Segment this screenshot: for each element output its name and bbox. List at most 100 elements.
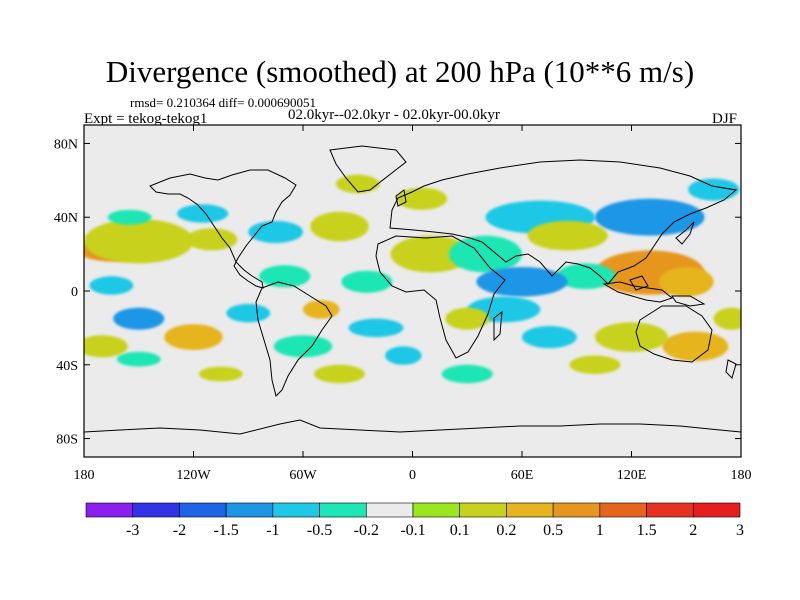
field-patch	[335, 174, 380, 194]
coastline-antarctica	[84, 419, 741, 435]
coastline-new-guinea	[671, 295, 706, 307]
field-patch	[310, 211, 369, 242]
field-patch	[713, 307, 741, 330]
field-patch	[658, 267, 714, 297]
colorbar-label: 0.1	[450, 522, 470, 539]
rmsd-diff-stats: rmsd= 0.210364 diff= 0.000690051	[130, 95, 316, 110]
colorbar-swatch	[599, 502, 647, 518]
field-patch	[186, 228, 238, 251]
field-patch	[198, 366, 243, 382]
experiment-label: Expt = tekog-tekog1	[84, 111, 208, 127]
field-patch	[527, 220, 608, 251]
colorbar-label: -3	[126, 522, 139, 539]
colorbar-label: 1	[596, 522, 604, 539]
field-patch	[556, 263, 616, 290]
colorbar-label: 0.5	[543, 522, 563, 539]
coastline-uk	[395, 189, 407, 207]
colorbar-label: -2	[173, 522, 186, 539]
lat-tick-label: 40S	[56, 359, 78, 374]
colorbar-swatch	[459, 502, 507, 518]
field-patch	[476, 267, 568, 297]
coastline-eurasia	[389, 159, 738, 285]
colorbar-label: -0.5	[307, 522, 332, 539]
colorbar-swatch	[552, 502, 601, 518]
coastline-south-america	[255, 281, 333, 397]
field-patch	[273, 335, 333, 358]
field-patch	[177, 204, 229, 223]
lon-tick-label: 60W	[289, 468, 317, 483]
colorbar-label: -0.1	[400, 522, 425, 539]
colorbar-label: 3	[736, 522, 744, 539]
coastline-new-zealand	[725, 359, 737, 379]
colorbar-swatch	[179, 502, 227, 518]
colorbar-swatch	[692, 502, 741, 518]
field-patch	[441, 364, 493, 384]
lon-tick-label: 0	[409, 468, 416, 483]
coastline-indonesia	[602, 281, 674, 303]
colorbar-swatch	[132, 502, 180, 518]
colorbar-label: 0.2	[496, 522, 516, 539]
coastline-borneo	[629, 275, 649, 291]
colorbar-label: -1	[266, 522, 279, 539]
colorbar-label: 2	[689, 522, 697, 539]
divergence-field	[84, 174, 741, 384]
lat-tick-label: 0	[71, 285, 78, 300]
coastline-madagascar	[493, 310, 503, 342]
colorbar-swatch	[412, 502, 461, 518]
field-patch	[226, 303, 271, 323]
field-patch	[107, 209, 152, 225]
latitude-axis: 80N 40N 0 40S 80S	[54, 137, 741, 448]
field-patch	[385, 346, 422, 365]
field-patch	[89, 276, 134, 295]
colorbar-label: -0.2	[354, 522, 379, 539]
field-patch	[313, 364, 366, 384]
colorbar-swatch	[225, 502, 274, 518]
field-patch	[522, 326, 577, 349]
field-patch	[595, 198, 705, 236]
coastline-africa	[375, 235, 506, 359]
lat-tick-label: 80S	[56, 433, 78, 448]
lon-tick-label: 180	[74, 468, 95, 483]
coastline-australia	[635, 305, 713, 363]
coastline-greenland	[329, 145, 407, 193]
lat-tick-label: 80N	[54, 137, 78, 152]
colorbar-label: 1.5	[637, 522, 657, 539]
colorbar-swatch	[272, 502, 320, 518]
period-label: 02.0kyr--02.0kyr - 02.0kyr-00.0kyr	[288, 107, 500, 123]
field-patch	[445, 307, 490, 330]
field-patch	[113, 307, 165, 330]
field-patch	[84, 335, 128, 358]
colorbar-swatch	[646, 502, 694, 518]
colorbar-swatch	[365, 502, 414, 518]
lon-tick-label: 120E	[617, 468, 647, 483]
longitude-axis: 180 120W 60W 0 60E 120E 180	[74, 125, 752, 483]
field-patch	[259, 265, 311, 288]
colorbar-label: -1.5	[213, 522, 238, 539]
field-patch	[449, 235, 522, 273]
field-patch	[84, 219, 194, 264]
field-patch	[341, 270, 393, 293]
coastline-north-america	[149, 169, 297, 289]
season-label: DJF	[712, 111, 738, 127]
field-patch	[595, 322, 668, 352]
field-patch	[662, 331, 729, 362]
field-patch	[569, 355, 621, 374]
colorbar-swatch	[319, 502, 367, 518]
lon-tick-label: 180	[731, 468, 752, 483]
field-patch	[248, 220, 303, 244]
coastlines	[84, 145, 741, 435]
lon-tick-label: 60E	[511, 468, 534, 483]
field-patch	[688, 178, 740, 201]
field-patch	[348, 318, 404, 338]
lon-tick-label: 120W	[176, 468, 211, 483]
field-patch	[164, 324, 223, 351]
lat-tick-label: 40N	[54, 211, 78, 226]
colorbar: -3 -2 -1.5 -1 -0.5 -0.2 -0.1 0.1 0.2 0.5 1 1.5 2 3	[85, 502, 744, 539]
field-patch	[116, 351, 161, 367]
colorbar-swatch	[506, 502, 554, 518]
plot-title: Divergence (smoothed) at 200 hPa (10**6 …	[105, 54, 695, 89]
field-patch	[390, 235, 471, 273]
colorbar-swatch	[85, 502, 134, 518]
coastline-japan	[675, 221, 695, 245]
